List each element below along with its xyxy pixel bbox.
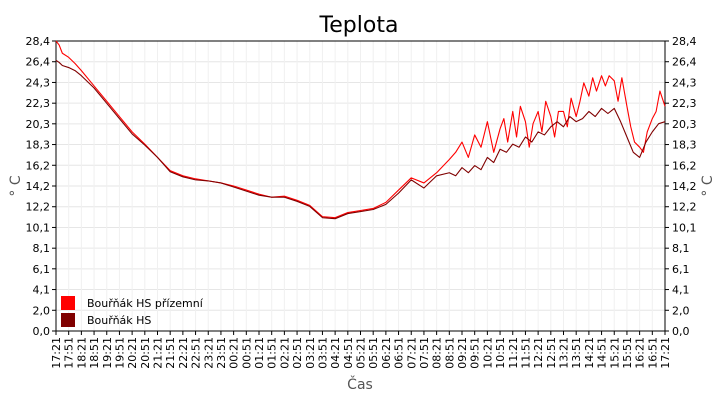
x-tick-label: 13:51: [570, 337, 583, 369]
x-tick-label: 16:51: [646, 337, 659, 369]
x-tick-label: 22:21: [177, 337, 190, 369]
x-tick-label: 01:51: [266, 337, 279, 369]
y-tick-label-left: 0,0: [33, 325, 51, 338]
x-tick-label: 20:21: [126, 337, 139, 369]
y-tick-label-right: 2,0: [672, 304, 690, 317]
x-tick-label: 07:51: [418, 337, 431, 369]
x-tick-label: 00:51: [240, 337, 253, 369]
x-axis-label: Čas: [347, 375, 373, 393]
x-tick-label: 18:21: [75, 337, 88, 369]
x-tick-label: 08:51: [443, 337, 456, 369]
y-tick-label-left: 26,4: [26, 56, 51, 69]
x-tick-label: 09:21: [456, 337, 469, 369]
x-tick-label: 14:51: [596, 337, 609, 369]
y-tick-label-left: 14,2: [26, 180, 51, 193]
y-tick-label-left: 16,2: [26, 159, 51, 172]
x-tick-label: 02:51: [291, 337, 304, 369]
y-tick-label-right: 22,3: [672, 97, 697, 110]
y-tick-label-left: 10,1: [26, 221, 51, 234]
legend-label-1: Bouřňák HS přízemní: [87, 297, 204, 310]
x-tick-label: 03:51: [316, 337, 329, 369]
x-tick-label: 00:21: [228, 337, 241, 369]
x-tick-label: 19:21: [101, 337, 114, 369]
y-tick-label-right: 12,2: [672, 201, 697, 214]
legend-swatch-1: [61, 296, 75, 310]
y-tick-label-left: 28,4: [26, 35, 51, 48]
x-tick-label: 09:51: [469, 337, 482, 369]
x-tick-label: 23:51: [215, 337, 228, 369]
x-tick-label: 20:51: [139, 337, 152, 369]
y-axis-left: 0,0 2,0 4,1 6,1 8,1 10,1 12,2 14,2 16,2 18,3 20,3 2…: [26, 35, 56, 338]
y-axis-label-left: ° C: [8, 175, 24, 196]
x-tick-label: 19:51: [113, 337, 126, 369]
y-tick-label-left: 2,0: [33, 304, 51, 317]
x-tick-label: 05:21: [355, 337, 368, 369]
x-tick-label: 04:21: [329, 337, 342, 369]
series-line-1: [55, 40, 666, 219]
y-tick-label-left: 12,2: [26, 201, 51, 214]
x-tick-label: 16:21: [634, 337, 647, 369]
y-tick-label-left: 6,1: [33, 263, 51, 276]
legend: Bouřňák HS přízemní Bouřňák HS: [61, 296, 204, 327]
y-tick-label-right: 28,4: [672, 35, 697, 48]
y-tick-label-left: 24,3: [26, 76, 51, 89]
x-tick-label: 10:21: [481, 337, 494, 369]
x-tick-label: 08:21: [431, 337, 444, 369]
chart-title: Teplota: [319, 13, 399, 38]
series-line-2: [55, 59, 666, 220]
y-tick-label-right: 14,2: [672, 180, 697, 193]
legend-label-2: Bouřňák HS: [87, 314, 151, 327]
grid: [55, 40, 666, 332]
x-tick-label: 12:51: [545, 337, 558, 369]
x-tick-label: 11:21: [507, 337, 520, 369]
y-tick-label-left: 18,3: [26, 139, 51, 152]
x-tick-label: 17:21: [659, 337, 672, 369]
x-tick-label: 06:21: [380, 337, 393, 369]
legend-swatch-2: [61, 313, 75, 327]
x-tick-label: 04:51: [342, 337, 355, 369]
x-axis: 17:21 17:51 18:21 18:51 19:21 19:51 20:21 20:51…: [50, 331, 672, 369]
x-tick-label: 21:21: [152, 337, 165, 369]
y-tick-label-right: 16,2: [672, 159, 697, 172]
y-tick-label-left: 8,1: [33, 242, 51, 255]
y-axis-label-right: ° C: [700, 175, 716, 196]
x-tick-label: 06:51: [393, 337, 406, 369]
y-tick-label-right: 24,3: [672, 76, 697, 89]
x-tick-label: 21:51: [164, 337, 177, 369]
y-tick-label-right: 4,1: [672, 284, 690, 297]
x-tick-label: 02:21: [278, 337, 291, 369]
x-tick-label: 01:21: [253, 337, 266, 369]
x-tick-label: 12:21: [532, 337, 545, 369]
series: [55, 40, 666, 220]
y-tick-label-left: 22,3: [26, 97, 51, 110]
x-tick-label: 15:21: [608, 337, 621, 369]
x-tick-label: 18:51: [88, 337, 101, 369]
x-tick-label: 07:21: [405, 337, 418, 369]
y-tick-label-left: 20,3: [26, 118, 51, 131]
y-tick-label-right: 0,0: [672, 325, 690, 338]
y-tick-label-right: 18,3: [672, 139, 697, 152]
x-tick-label: 13:21: [558, 337, 571, 369]
x-tick-label: 17:51: [63, 337, 76, 369]
y-tick-label-right: 6,1: [672, 263, 690, 276]
x-tick-label: 03:21: [304, 337, 317, 369]
x-tick-label: 15:51: [621, 337, 634, 369]
y-tick-label-right: 10,1: [672, 221, 697, 234]
x-tick-label: 22:51: [190, 337, 203, 369]
x-tick-label: 14:21: [583, 337, 596, 369]
x-tick-label: 23:21: [202, 337, 215, 369]
x-tick-label: 05:51: [367, 337, 380, 369]
y-tick-label-left: 4,1: [33, 284, 51, 297]
x-tick-label: 11:51: [519, 337, 532, 369]
y-tick-label-right: 26,4: [672, 56, 697, 69]
x-tick-label: 10:51: [494, 337, 507, 369]
y-tick-label-right: 20,3: [672, 118, 697, 131]
x-tick-label: 17:21: [50, 337, 63, 369]
y-axis-right: 0,0 2,0 4,1 6,1 8,1 10,1 12,2 14,2 16,2 18,3 20,3 2…: [665, 35, 697, 338]
y-tick-label-right: 8,1: [672, 242, 690, 255]
